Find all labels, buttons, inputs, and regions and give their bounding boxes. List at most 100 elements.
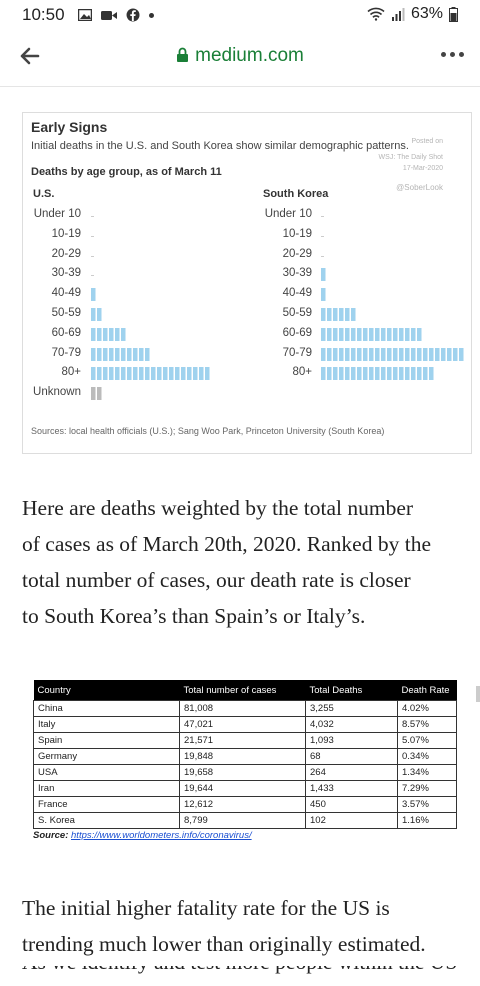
table-cell: 68 [305,748,398,765]
category-label: 20-29 [282,247,312,260]
battery-icon [449,6,458,22]
gallery-icon [78,9,92,21]
url-text: medium.com [195,45,304,66]
text-line: Here are deaths weighted by the total nu… [22,496,414,520]
table-cell: 1,433 [305,780,398,797]
table-cell: 4,032 [305,716,398,733]
table-header: Country [33,680,180,701]
table-cell: 1.34% [397,764,457,781]
bar [321,367,434,381]
back-arrow-icon[interactable] [16,42,44,70]
zero-tick [321,216,324,217]
table-row: Spain 21,571 1,093 5.07% [33,732,457,749]
category-label: 80+ [61,366,81,379]
table-header: Total number of cases [179,680,306,701]
watermark-line: WSJ: The Daily Shot [378,154,443,161]
zero-tick [321,235,324,237]
table-row: China 81,008 3,255 4.02% [33,700,457,717]
table-cell: Germany [33,748,180,765]
more-options-icon[interactable] [441,52,464,57]
bar [91,367,210,381]
death-rate-table-image: Country Total number of cases Total Deat… [33,680,457,841]
partial-text-line: As we identify and test more people with… [22,966,458,986]
table-cell: China [33,700,180,717]
text-line: As we identify and test more people with… [22,966,457,980]
death-rate-table: Country Total number of cases Total Deat… [33,680,457,829]
text-line: trending much lower than originally esti… [22,932,426,956]
table-cell: S. Korea [33,812,180,829]
category-label: 20-29 [51,247,81,260]
watermark-line: 17-Mar-2020 [402,165,443,172]
table-source: Source: https://www.worldometers.info/co… [33,830,457,841]
category-label: 10-19 [282,227,312,240]
table-cell: Iran [33,780,180,797]
facebook-icon [126,8,140,22]
status-right: 63% [367,5,458,23]
category-label: 40-49 [51,287,81,300]
battery-percent: 63% [410,5,443,22]
zero-tick [321,255,324,257]
us-chart-title: U.S. [33,188,55,200]
table-cell: 19,848 [179,748,306,765]
bar [321,347,464,361]
table-row: Iran 19,644 1,433 7.29% [33,780,457,797]
browser-toolbar: medium.com [0,30,480,87]
table-cell: 4.02% [397,700,457,717]
table-cell: 3.57% [397,796,457,813]
table-cell: 5.07% [397,732,457,749]
table-cell: 102 [305,812,398,829]
table-row: USA 19,658 264 1.34% [33,764,457,781]
text-line: The initial higher fatality rate for the… [22,896,390,920]
figure-source: Sources: local health officials (U.S.); … [31,426,385,436]
figure-subtitle: Initial deaths in the U.S. and South Kor… [31,140,409,152]
table-cell: Italy [33,716,180,733]
table-cell: USA [33,764,180,781]
category-label: 50-59 [51,307,81,319]
table-cell: 81,008 [179,700,306,717]
text-line: total number of cases, our death rate is… [22,568,411,592]
status-bar: 10:50 63% [0,0,480,30]
category-label: Under 10 [264,208,312,220]
wifi-icon [367,7,385,21]
table-cell: 21,571 [179,732,306,749]
table-cell: 47,021 [179,716,306,733]
table-cell: 8,799 [179,812,306,829]
address-bar[interactable]: medium.com [0,45,480,67]
dot-icon [149,12,154,18]
table-body: China 81,008 3,255 4.02% Italy 47,021 4,032 8.5… [33,700,457,829]
video-icon [101,10,117,20]
table-row: France 12,612 450 3.57% [33,796,457,813]
table-cell: 0.34% [397,748,457,765]
bar [91,387,102,401]
table-cell: 3,255 [305,700,398,717]
table-row: Italy 47,021 4,032 8.57% [33,716,457,733]
table-cell: 264 [305,764,398,781]
category-label: 60-69 [282,326,312,339]
text-line: to South Korea’s than Spain’s or Italy’s… [22,604,366,628]
bar [321,308,356,321]
category-label: 70-79 [282,346,312,359]
bar [321,327,422,341]
zero-tick [91,235,94,237]
table-cell: Spain [33,732,180,749]
table-cell: 450 [305,796,398,813]
watermark-line: Posted on [411,138,443,145]
table-header: Total Deaths [305,680,398,701]
table-cell: 8.57% [397,716,457,733]
status-time: 10:50 [22,5,65,24]
korea-chart-title: South Korea [263,188,329,200]
table-cell: France [33,796,180,813]
table-header: Death Rate [397,680,457,701]
category-label: 40-49 [282,287,312,300]
notification-icons [78,8,154,22]
table-header-row: Country Total number of cases Total Deat… [33,680,457,701]
source-label: Source: [33,830,69,841]
zero-tick [91,216,94,217]
watermark-line: @SoberLook [396,183,443,192]
article-paragraph: Here are deaths weighted by the total nu… [22,490,431,634]
table-cell: 12,612 [179,796,306,813]
scrollbar-thumb[interactable] [476,686,480,702]
article-paragraph: The initial higher fatality rate for the… [22,890,426,962]
source-link[interactable]: https://www.worldometers.info/coronaviru… [71,830,252,841]
bar [321,288,326,302]
